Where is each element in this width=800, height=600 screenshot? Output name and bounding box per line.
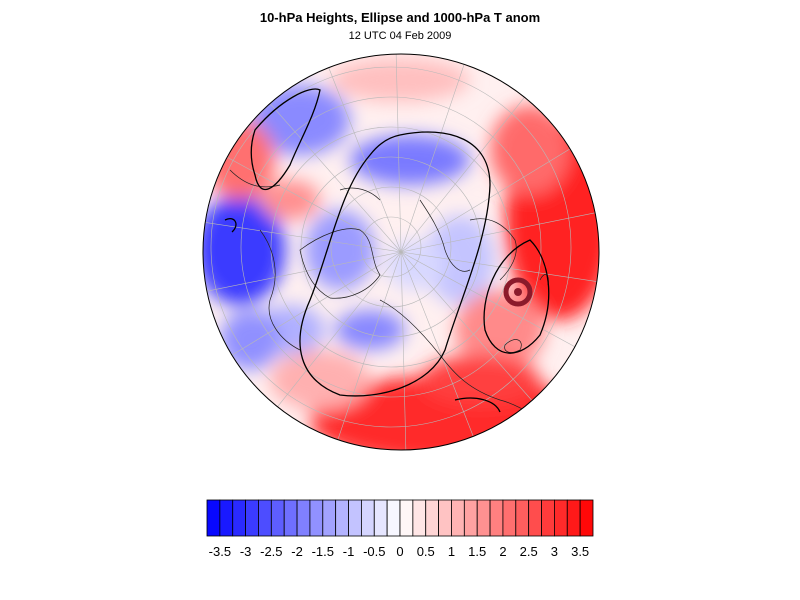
parallel-line [210,66,572,428]
colorbar-box [258,499,272,537]
colorbar-tick-label: 3.5 [571,544,589,559]
meridian-line [227,156,402,253]
meridian-line [206,251,402,292]
colorbar-box [219,499,234,537]
colorbar-box [386,499,401,537]
colorbar-box [322,499,337,537]
colorbar-box [451,499,465,537]
colorbar-box [309,499,324,537]
colorbar-box [296,499,311,537]
colorbar-box [245,499,259,537]
colorbar-box [438,499,452,537]
colorbar-box [232,499,247,537]
ellipse-center-marker [503,277,533,307]
meridian-line [395,54,402,253]
colorbar-box [412,499,427,537]
colorbar-box [541,499,555,537]
meridian-line [277,251,402,407]
meridian-line [400,212,596,253]
colorbar-box [348,499,362,537]
map-subtitle: 12 UTC 04 Feb 2009 [348,30,452,42]
meridian-line [400,64,465,253]
colorbar-tick-label: 0 [396,544,403,559]
colorbar-tick-label: -2.5 [260,544,282,559]
meridian-line [400,251,575,348]
colorbar-boxes [206,499,594,537]
colorbar-box [566,499,581,537]
meridian-line [400,251,474,437]
colorbar-tick-label: -0.5 [363,544,385,559]
colorbar-tick-label: -1.5 [312,544,334,559]
colorbar-tick-label: 2 [499,544,506,559]
colorbar-box [554,499,568,537]
colorbar-tick-label: 1 [448,544,455,559]
colorbar-tick-label: -3.5 [209,544,231,559]
colorbar-tick-label: -3 [240,544,252,559]
colorbar-box [270,499,285,537]
colorbar-tick-label: -2 [291,544,303,559]
meridian-line [205,222,402,253]
parallel-line [360,216,422,278]
graticule-lines [205,54,597,450]
meridian-line [400,97,525,253]
parallel-line [240,96,542,398]
colorbar-box [463,499,478,537]
colorbar-box [360,499,375,537]
colorbar-box [335,499,349,537]
colorbar-tick-label: 2.5 [520,544,538,559]
colorbar-box [399,499,414,537]
colorbar-box [528,499,542,537]
colorbar-tick-label: 1.5 [468,544,486,559]
map-title: 10-hPa Heights, Ellipse and 1000-hPa T a… [259,10,541,25]
meridian-line [400,251,407,450]
meridian-line [231,251,402,356]
globe-outline [202,53,600,451]
height-contours [224,88,550,413]
colorbar-box [373,499,388,537]
colorbar-box [489,499,504,537]
polar-map [202,53,600,451]
parallel-line [300,156,482,338]
colorbar-box [502,499,517,537]
colorbar-box [206,499,221,537]
colorbar-tick-label: 0.5 [417,544,435,559]
colorbar-tick-label: 3 [551,544,558,559]
colorbar-box [283,499,298,537]
parallel-line [270,126,512,368]
meridian-line [328,67,402,253]
meridian-line [269,103,402,253]
colorbar-tick-label: -1 [343,544,355,559]
colorbar-tick-labels: -3.5 -3 -2.5 -2 -1.5 -1 -0.5 0 0.5 1 1.5 2 2.5 3 3.5 [209,544,590,559]
parallel-line [330,186,452,308]
colorbar-box [579,499,594,537]
meridian-line [337,251,402,440]
colorbar-box [515,499,530,537]
meridian-line [400,148,571,253]
colorbar-box [425,499,440,537]
meridian-line [400,251,533,401]
colorbar-box [476,499,491,537]
